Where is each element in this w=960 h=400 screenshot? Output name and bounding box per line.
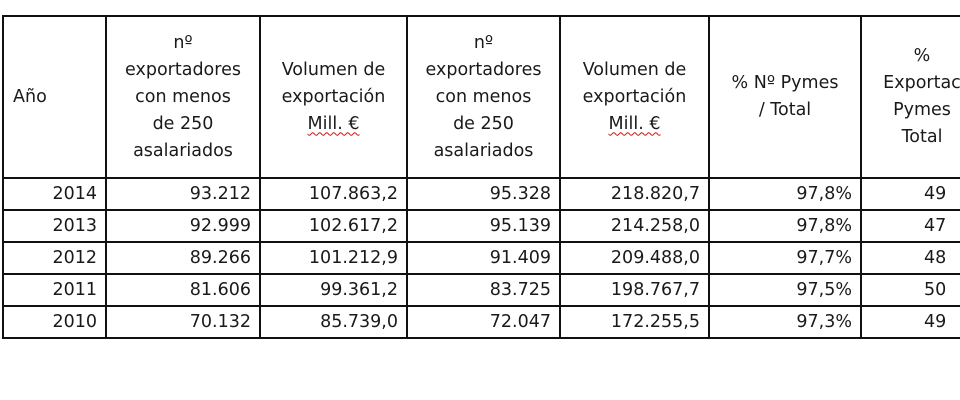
header-export-volume-b: Volumen de exportación Mill. € xyxy=(559,15,710,179)
cell-pct-sme-exports: 50 xyxy=(860,273,960,307)
header-line-spellcheck: Mill. € xyxy=(608,113,661,134)
cell-sme-exporters-b: 83.725 xyxy=(406,273,561,307)
header-sme-exporters-b: nº exportadores con menos de 250 asalari… xyxy=(406,15,561,179)
cell-sme-exporters-a: 89.266 xyxy=(105,241,261,275)
cell-export-volume-a: 99.361,2 xyxy=(259,273,408,307)
cell-pct-sme-exports: 47 xyxy=(860,209,960,243)
header-line: con menos xyxy=(435,86,532,107)
table-row: 2013 92.999 102.617,2 95.139 214.258,0 9… xyxy=(2,209,960,243)
cell-export-volume-b: 214.258,0 xyxy=(559,209,710,243)
header-line: exportadores xyxy=(425,59,542,80)
header-pct-sme-exports: % Exportac Pymes Total xyxy=(860,15,960,179)
cell-pct-sme-count: 97,3% xyxy=(708,305,862,339)
header-line: de 250 xyxy=(453,113,514,134)
cell-sme-exporters-a: 70.132 xyxy=(105,305,261,339)
cell-export-volume-a: 85.739,0 xyxy=(259,305,408,339)
header-export-volume-a: Volumen de exportación Mill. € xyxy=(259,15,408,179)
cell-sme-exporters-b: 95.139 xyxy=(406,209,561,243)
header-line: Volumen de xyxy=(281,59,386,80)
cell-export-volume-a: 102.617,2 xyxy=(259,209,408,243)
cell-sme-exporters-b: 91.409 xyxy=(406,241,561,275)
cell-pct-sme-exports: 48 xyxy=(860,241,960,275)
cell-year: 2013 xyxy=(2,209,107,243)
header-line: exportación xyxy=(582,86,687,107)
cell-export-volume-a: 101.212,9 xyxy=(259,241,408,275)
cell-year: 2012 xyxy=(2,241,107,275)
cell-pct-sme-count: 97,5% xyxy=(708,273,862,307)
cell-sme-exporters-a: 93.212 xyxy=(105,177,261,211)
cell-export-volume-a: 107.863,2 xyxy=(259,177,408,211)
cell-export-volume-b: 172.255,5 xyxy=(559,305,710,339)
header-line: Exportac xyxy=(883,73,960,93)
table-row: 2012 89.266 101.212,9 91.409 209.488,0 9… xyxy=(2,241,960,275)
table-row: 2010 70.132 85.739,0 72.047 172.255,5 97… xyxy=(2,305,960,339)
cell-year: 2011 xyxy=(2,273,107,307)
cell-export-volume-b: 198.767,7 xyxy=(559,273,710,307)
header-sme-exporters-a: nº exportadores con menos de 250 asalari… xyxy=(105,15,261,179)
header-line: nº xyxy=(473,32,494,53)
cell-year: 2014 xyxy=(2,177,107,211)
header-line: asalariados xyxy=(133,140,233,161)
header-line: con menos xyxy=(135,86,231,107)
header-line: de 250 xyxy=(152,113,214,134)
header-line: asalariados xyxy=(433,140,534,161)
table-row: 2011 81.606 99.361,2 83.725 198.767,7 97… xyxy=(2,273,960,307)
header-line: % xyxy=(913,46,931,66)
header-year-label: Año xyxy=(13,86,47,107)
cell-export-volume-b: 209.488,0 xyxy=(559,241,710,275)
table-row: 2014 93.212 107.863,2 95.328 218.820,7 9… xyxy=(2,177,960,211)
cell-sme-exporters-a: 92.999 xyxy=(105,209,261,243)
header-year: Año xyxy=(2,15,107,179)
header-line: % Nº Pymes xyxy=(731,73,839,93)
table-header-row: Año nº exportadores con menos de 250 asa… xyxy=(2,15,960,179)
data-table-container: Año nº exportadores con menos de 250 asa… xyxy=(2,15,960,383)
header-line: exportadores xyxy=(125,59,241,80)
header-line: exportación xyxy=(281,86,386,107)
cell-sme-exporters-b: 95.328 xyxy=(406,177,561,211)
header-line: Total xyxy=(901,127,943,147)
header-line: Pymes xyxy=(893,100,951,120)
cell-sme-exporters-a: 81.606 xyxy=(105,273,261,307)
cell-pct-sme-exports: 49 xyxy=(860,305,960,339)
export-data-table: Año nº exportadores con menos de 250 asa… xyxy=(2,15,960,339)
header-line: / Total xyxy=(758,100,812,120)
cell-pct-sme-count: 97,7% xyxy=(708,241,862,275)
cell-pct-sme-count: 97,8% xyxy=(708,177,862,211)
cell-year: 2010 xyxy=(2,305,107,339)
header-line: nº xyxy=(173,32,193,53)
header-line: Volumen de xyxy=(582,59,687,80)
header-line-spellcheck: Mill. € xyxy=(307,113,360,134)
cell-sme-exporters-b: 72.047 xyxy=(406,305,561,339)
cell-pct-sme-count: 97,8% xyxy=(708,209,862,243)
header-pct-sme-count: % Nº Pymes / Total xyxy=(708,15,862,179)
cell-pct-sme-exports: 49 xyxy=(860,177,960,211)
cell-export-volume-b: 218.820,7 xyxy=(559,177,710,211)
